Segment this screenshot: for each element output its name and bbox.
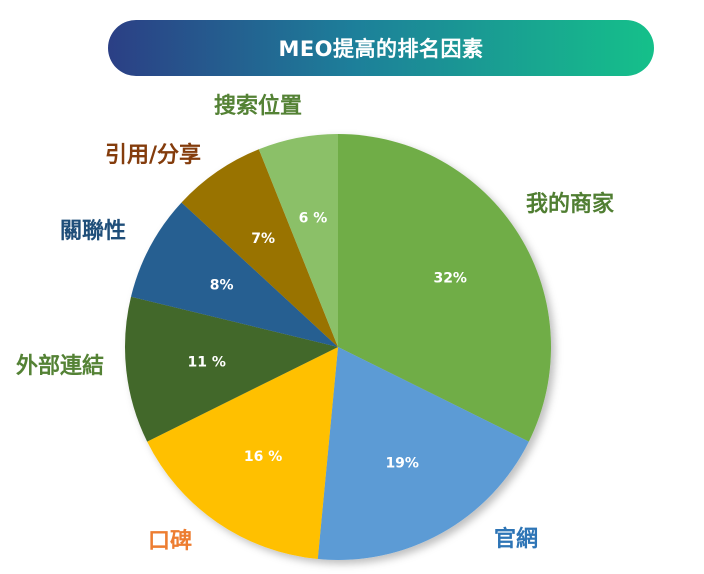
slice-category-label: 官網 <box>494 526 538 552</box>
slice-value-label: 32% <box>433 270 467 286</box>
slice-category-label: 外部連結 <box>16 353 104 379</box>
slice-category-label: 口碑 <box>148 528 192 554</box>
slice-value-label: 11 % <box>188 355 226 371</box>
slice-category-label: 我的商家 <box>526 191 615 217</box>
slice-value-label: 7% <box>251 231 275 247</box>
pie-slice <box>131 202 338 347</box>
pie-slice <box>147 347 338 560</box>
slice-category-label: 搜索位置 <box>214 93 302 119</box>
slice-value-label: 6 % <box>299 210 328 226</box>
chart-title-banner: MEO提高的排名因素 <box>108 20 654 76</box>
pie-slice <box>317 347 529 560</box>
slice-value-label: 8% <box>210 278 234 294</box>
slice-category-label: 關聯性 <box>60 219 126 244</box>
chart-title: MEO提高的排名因素 <box>278 37 484 61</box>
pie-slice <box>338 134 551 442</box>
slice-value-label: 16 % <box>244 449 282 465</box>
slice-category-label: 引用/分享 <box>105 142 201 168</box>
pie-slice <box>181 149 338 347</box>
pie-slice <box>124 296 338 442</box>
slice-value-label: 19% <box>385 455 419 471</box>
pie-slice <box>258 134 338 347</box>
